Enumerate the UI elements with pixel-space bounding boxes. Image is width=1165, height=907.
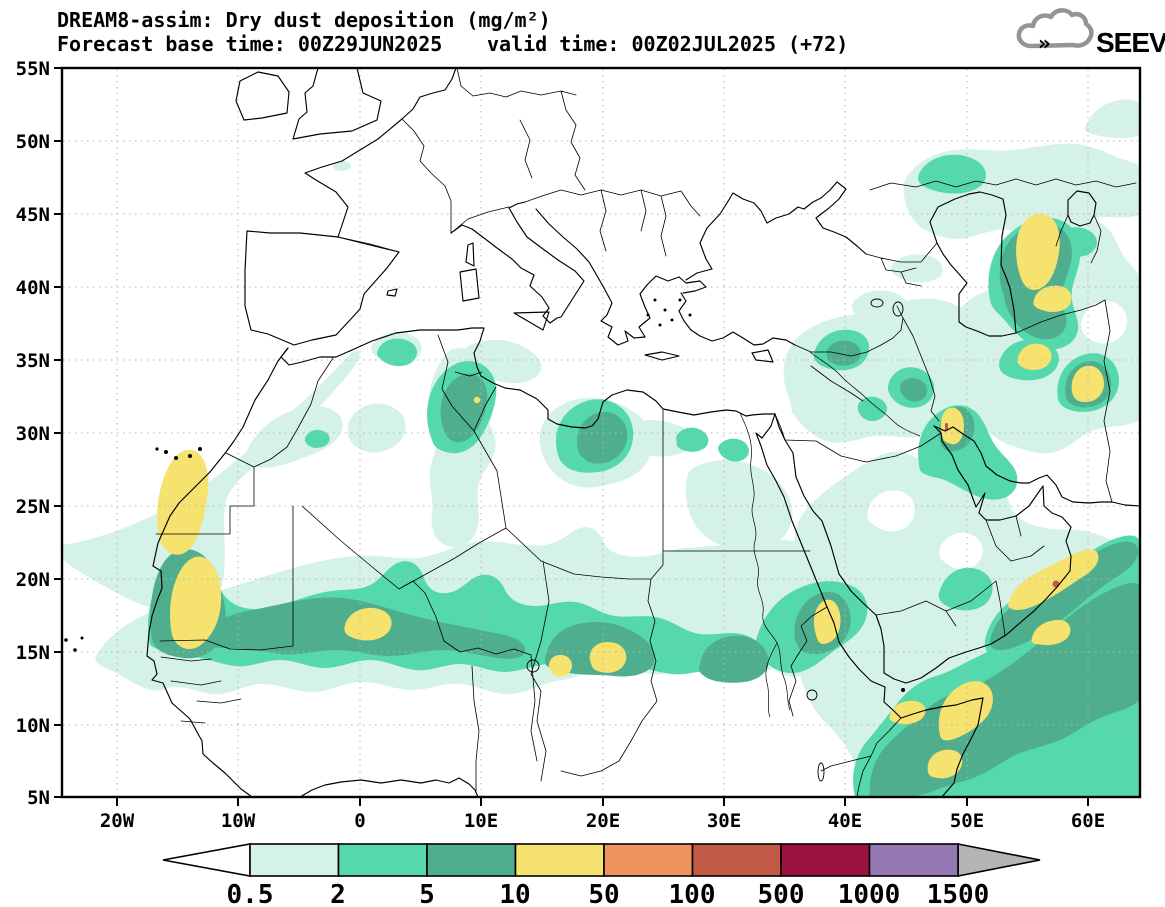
lon-label: 10E <box>464 810 498 832</box>
forecast-base-time: Forecast base time: 00Z29JUN2025 <box>57 32 442 56</box>
legend-swatch-500 <box>780 843 871 877</box>
lat-label: 50N <box>16 131 50 153</box>
dust-level-10-region <box>157 213 1104 779</box>
legend-swatch-5 <box>426 843 517 877</box>
legend-value: 5 <box>419 880 435 907</box>
lat-label: 30N <box>16 423 50 445</box>
legend-swatch-0.5 <box>249 843 340 877</box>
axis-ticks <box>54 67 1089 806</box>
rivers <box>739 351 921 718</box>
legend-value: 50 <box>588 880 619 907</box>
valid-time: valid time: 00Z02JUL2025 (+72) <box>487 32 848 56</box>
country-borders <box>155 69 1137 796</box>
lon-label: 60E <box>1071 810 1105 832</box>
x-axis-labels: 20W 10W 0 10E 20E 30E 40E 50E 60E <box>100 810 1105 832</box>
lat-label: 35N <box>16 350 50 372</box>
legend-swatch-1000 <box>868 843 959 877</box>
y-axis-labels: 55N 50N 45N 40N 35N 30N 25N 20N 15N 10N … <box>16 58 50 809</box>
legend-swatch-10 <box>514 843 605 877</box>
cloud-icon <box>1016 8 1094 49</box>
lon-label: 40E <box>828 810 862 832</box>
lat-label: 20N <box>16 569 50 591</box>
lat-label: 5N <box>27 787 50 809</box>
lat-label: 55N <box>16 58 50 80</box>
lat-label: 25N <box>16 496 50 518</box>
lat-label: 15N <box>16 642 50 664</box>
lat-label: 45N <box>16 204 50 226</box>
lon-label: 0 <box>354 810 365 832</box>
logo-text: SEEVCCC <box>1096 27 1165 58</box>
lon-label: 30E <box>707 810 741 832</box>
lat-label: 10N <box>16 715 50 737</box>
legend-right-arrow <box>957 843 1041 877</box>
coastlines <box>64 69 1139 796</box>
legend-value: 100 <box>669 880 716 907</box>
legend-value: 0.5 <box>227 880 274 907</box>
lon-label: 20W <box>100 810 135 832</box>
legend-value: 1500 <box>927 880 990 907</box>
legend-left-arrow <box>162 843 251 877</box>
lon-label: 50E <box>950 810 984 832</box>
chart-title: DREAM8-assim: Dry dust deposition (mg/m²… <box>57 8 551 32</box>
legend-value: 500 <box>758 880 805 907</box>
legend-value: 10 <box>499 880 530 907</box>
legend-swatch-2 <box>337 843 428 877</box>
colorbar-legend: 0.5 2 5 10 50 100 500 1000 1500 <box>162 843 1041 907</box>
seevccc-logo: » SEEVCCC <box>1016 8 1165 58</box>
lon-label: 20E <box>586 810 620 832</box>
lat-label: 40N <box>16 277 50 299</box>
lon-label: 10W <box>221 810 256 832</box>
legend-value: 2 <box>330 880 346 907</box>
legend-value: 1000 <box>838 880 901 907</box>
legend-swatch-50 <box>603 843 694 877</box>
legend-swatch-100 <box>691 843 782 877</box>
logo-chevrons-icon: » <box>1038 31 1051 55</box>
